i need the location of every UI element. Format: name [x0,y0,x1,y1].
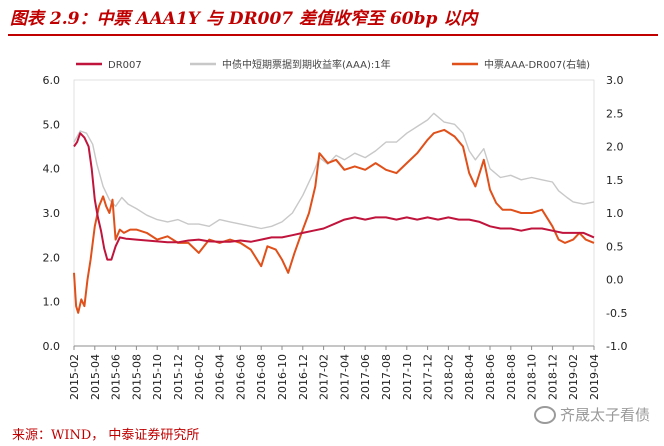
title-divider [8,34,658,36]
series-line-1 [73,112,595,230]
x-tick-label: 2017-10 [401,354,414,400]
x-tick-label: 2015-02 [68,354,81,400]
x-tick-label: 2018-02 [442,354,455,400]
y-left-tick-label: 3.0 [43,207,61,220]
x-tick-label: 2015-12 [172,354,185,400]
figure-title: 图表 2.9：中票 AAA1Y 与 DR007 差值收窄至 60bp 以内 [10,9,478,29]
legend-label: DR007 [108,60,142,71]
watermark: 齐晟太子看债 [533,404,650,425]
legend: DR007 中债中短期票据到期收益率(AAA):1年 中票AAA-DR007(右轴) [76,58,590,71]
source-note: 来源：WIND， 中泰证券研究所 [12,428,200,443]
y-right-tick-label: -1.0 [606,340,627,353]
y-left-tick-label: 0.0 [43,340,61,353]
legend-label: 中票AAA-DR007(右轴) [484,58,590,71]
x-tick-label: 2017-06 [359,354,372,400]
y-left-tick-label: 4.0 [43,163,61,176]
x-tick-label: 2015-10 [151,354,164,400]
x-tick-label: 2017-12 [422,354,435,400]
x-tick-label: 2018-08 [505,354,518,400]
plot-frame [73,79,595,347]
y-right-tick-label: 0.0 [606,274,624,287]
x-tick-label: 2017-08 [380,354,393,400]
y-right-tick-label: 0.5 [606,240,624,253]
y-right-tick-label: 1.5 [606,174,624,187]
x-tick-label: 2018-12 [546,354,559,400]
y-right-tick-label: -0.5 [606,307,627,320]
x-tick-label: 2018-04 [463,354,476,400]
x-tick-label: 2016-02 [193,354,206,400]
y-right-tick-label: 3.0 [606,74,624,87]
x-tick-label: 2016-12 [297,354,310,400]
x-tick-label: 2019-02 [567,354,580,400]
watermark-text: 齐晟太子看债 [559,406,650,424]
x-tick-label: 2016-04 [214,354,227,400]
x-tick-label: 2015-06 [110,354,123,400]
x-tick-label: 2016-08 [255,354,268,400]
y-left-tick-label: 1.0 [43,296,61,309]
x-tick-label: 2019-04 [588,354,601,400]
legend-label: 中债中短期票据到期收益率(AAA):1年 [222,58,391,71]
chart: 0.0 1.0 2.0 3.0 4.0 5.0 6.0 -1.0 -0.5 0.0 0.5 1.0 1.… [43,58,628,400]
wechat-icon [533,405,556,424]
x-tick-label: 2016-10 [276,354,289,400]
series-layer [73,112,595,314]
x-tick-label: 2015-04 [89,354,102,400]
x-tick-label: 2017-02 [318,354,331,400]
series-line-2 [73,128,595,314]
series-line-0 [73,132,595,261]
x-tick-label: 2017-04 [338,354,351,400]
y-right-tick-label: 1.0 [606,207,624,220]
x-tick-label: 2015-08 [130,354,143,400]
y-left-tick-label: 5.0 [43,118,61,131]
x-tick-label: 2018-06 [484,354,497,400]
y-right-tick-label: 2.5 [606,107,624,120]
y-left-tick-label: 2.0 [43,251,61,264]
x-tick-label: 2016-06 [234,354,247,400]
y-left-tick-label: 6.0 [43,74,61,87]
axes: 0.0 1.0 2.0 3.0 4.0 5.0 6.0 -1.0 -0.5 0.0 0.5 1.0 1.… [43,74,628,400]
y-right-tick-label: 2.0 [606,141,624,154]
x-tick-label: 2018-10 [526,354,539,400]
